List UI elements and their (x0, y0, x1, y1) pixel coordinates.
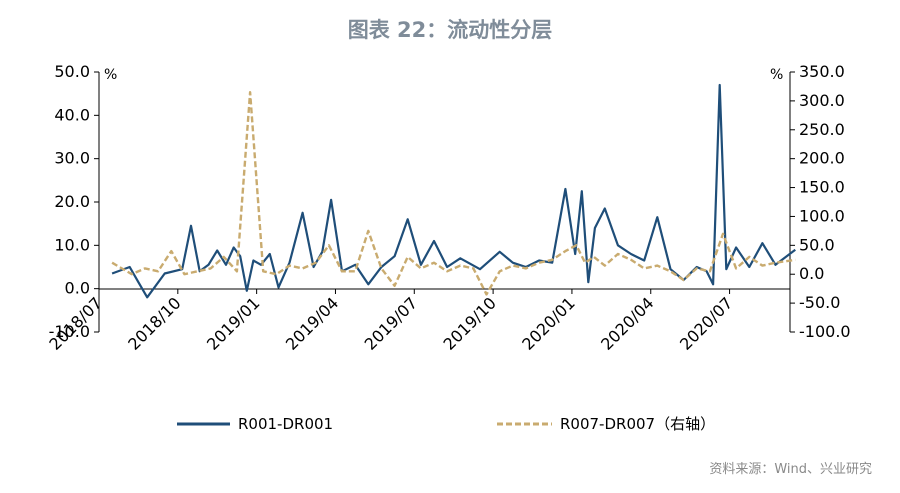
left-unit-label: % (104, 67, 117, 83)
right-tick-label: -100.0 (799, 322, 851, 341)
left-tick-label: 0.0 (65, 279, 90, 298)
x-tick-label: 2020/01 (518, 293, 578, 353)
legend-label-r001-dr001: R001-DR001 (238, 415, 333, 433)
x-tick-label: 2019/10 (439, 293, 499, 353)
series-line-r001-dr001 (111, 83, 796, 299)
x-tick-label: 2018/10 (124, 293, 184, 353)
right-tick-label: 300.0 (799, 91, 845, 110)
right-tick-label: 200.0 (799, 149, 845, 168)
right-tick-label: 250.0 (799, 120, 845, 139)
right-tick-label: 0.0 (799, 264, 824, 283)
x-tick-label: 2019/01 (203, 293, 263, 353)
x-tick-label: 2019/04 (282, 293, 342, 353)
x-tick-label: 2020/07 (676, 293, 736, 353)
right-unit-label: % (770, 67, 783, 83)
x-tick-label: 2020/04 (597, 293, 657, 353)
legend-label-r007-dr007: R007-DR007（右轴） (560, 415, 715, 433)
right-tick-label: 350.0 (799, 62, 845, 81)
series-line-r007-dr007 (111, 90, 796, 296)
right-tick-label: 50.0 (799, 235, 835, 254)
right-tick-label: 150.0 (799, 178, 845, 197)
left-tick-label: 40.0 (54, 105, 90, 124)
source-note: 资料来源：Wind、兴业研究 (709, 462, 872, 477)
right-tick-label: -50.0 (799, 293, 840, 312)
left-tick-label: 30.0 (54, 149, 90, 168)
x-tick-label: 2019/07 (361, 293, 421, 353)
chart-title: 图表 22：流动性分层 (347, 18, 553, 42)
left-tick-label: 20.0 (54, 192, 90, 211)
left-tick-label: 10.0 (54, 235, 90, 254)
left-tick-label: 50.0 (54, 62, 90, 81)
left-tick-label: -10.0 (49, 322, 90, 341)
right-tick-label: 100.0 (799, 206, 845, 225)
